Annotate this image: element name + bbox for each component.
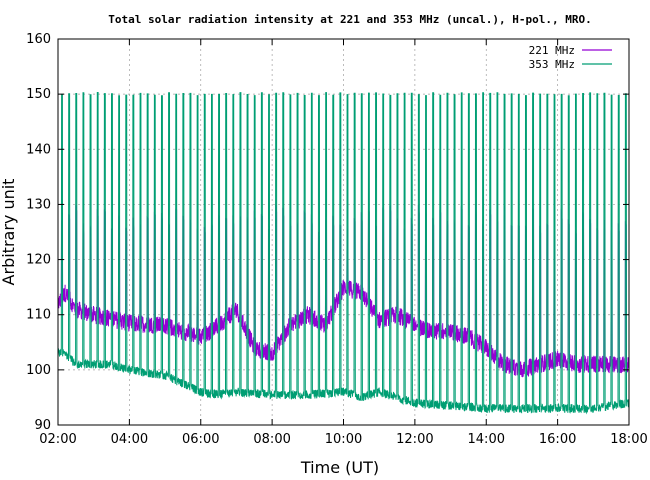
- series-353-mhz: [57, 92, 630, 415]
- legend-label-221-mhz: 221 MHz: [529, 44, 575, 57]
- x-tick-label: 02:00: [39, 432, 76, 447]
- x-tick-label: 16:00: [539, 432, 576, 447]
- x-axis-label: Time (UT): [300, 458, 379, 477]
- x-tick-label: 06:00: [182, 432, 219, 447]
- legend-label-353-mhz: 353 MHz: [529, 58, 575, 71]
- y-axis-label: Arbitrary unit: [0, 179, 18, 286]
- series-221-mhz-line: [57, 204, 630, 378]
- y-tick-label: 130: [26, 197, 51, 212]
- y-tick-label: 140: [26, 142, 51, 157]
- axis-ticks: 90 100 110 120 130 140 150 160 02:00 04:00 06:00 08…: [26, 32, 648, 447]
- x-tick-label: 12:00: [396, 432, 433, 447]
- x-tick-label: 14:00: [468, 432, 505, 447]
- x-tick-label: 10:00: [325, 432, 362, 447]
- x-tick-label: 08:00: [253, 432, 290, 447]
- y-tick-label: 90: [34, 418, 51, 433]
- y-tick-label: 150: [26, 87, 51, 102]
- y-tick-label: 100: [26, 363, 51, 378]
- x-tick-label: 18:00: [610, 432, 647, 447]
- legend: 221 MHz 353 MHz: [529, 44, 612, 71]
- series-221-mhz: [57, 204, 630, 378]
- series-353-mhz-line: [57, 92, 630, 415]
- y-tick-label: 160: [26, 32, 51, 47]
- chart-title: Total solar radiation intensity at 221 a…: [108, 13, 591, 26]
- y-tick-label: 110: [26, 308, 51, 323]
- grid: [58, 39, 629, 425]
- y-tick-label: 120: [26, 253, 51, 268]
- x-tick-label: 04:00: [111, 432, 148, 447]
